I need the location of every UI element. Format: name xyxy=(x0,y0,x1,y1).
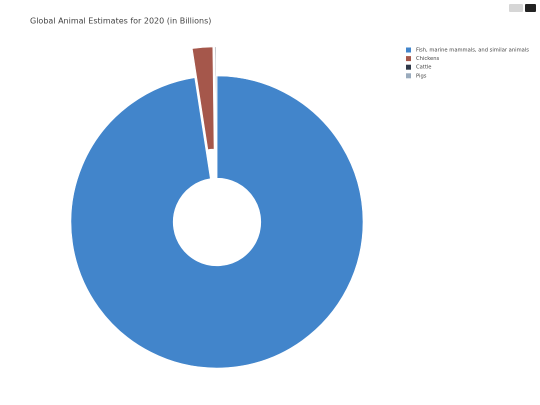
chart-title: Global Animal Estimates for 2020 (in Bil… xyxy=(30,17,211,26)
legend-label: Chickens xyxy=(416,56,440,62)
legend-label: Pigs xyxy=(416,73,427,79)
pie-slice xyxy=(215,75,218,179)
legend-swatch xyxy=(406,64,411,70)
legend-swatch xyxy=(406,56,411,62)
pie-slice xyxy=(70,75,364,369)
legend-swatch xyxy=(406,73,411,79)
modebar-logo[interactable] xyxy=(525,4,536,12)
modebar-camera[interactable] xyxy=(509,4,523,12)
legend-label: Cattle xyxy=(416,65,432,71)
pie-slice xyxy=(191,46,215,150)
legend-label: Fish, marine mammals, and similar animal… xyxy=(416,48,529,54)
legend-swatch xyxy=(406,47,411,53)
